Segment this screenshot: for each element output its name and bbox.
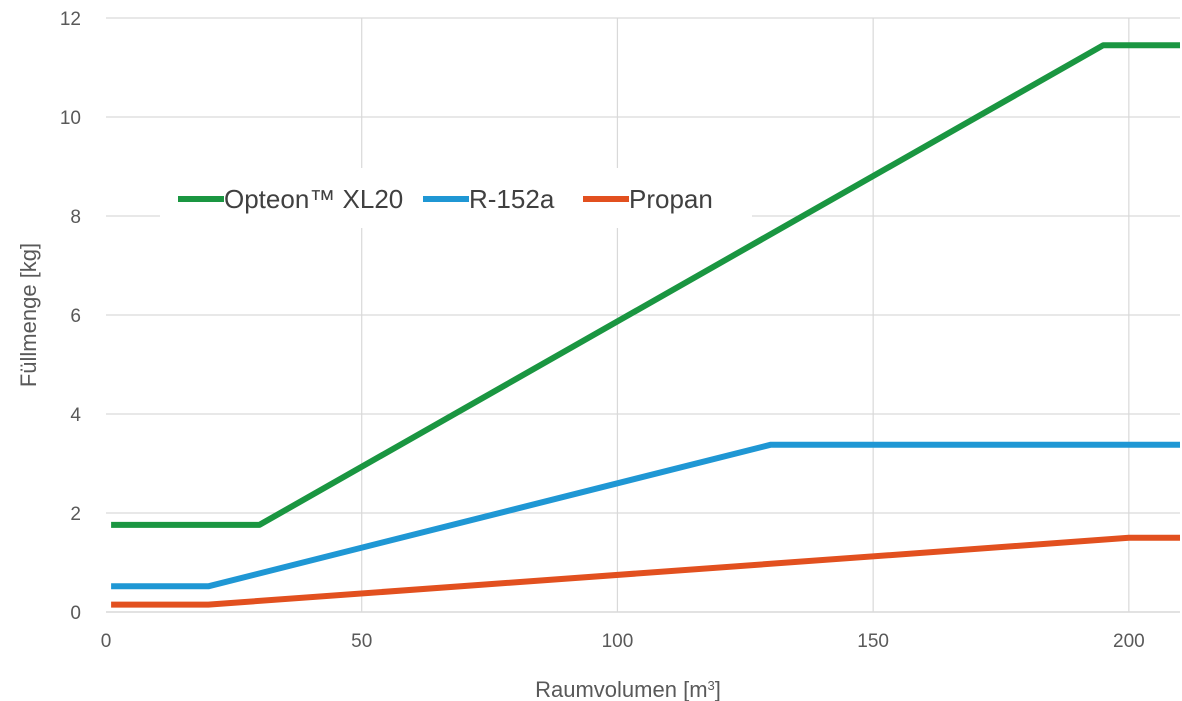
series-lines (111, 42, 1180, 608)
x-tick-label: 200 (1113, 631, 1145, 652)
x-tick-label: 50 (351, 631, 372, 652)
x-axis-title-superscript: 3 (708, 678, 715, 693)
series-line (111, 534, 1180, 608)
y-tick-label: 8 (70, 207, 81, 228)
legend-label: Opteon™ XL20 (224, 184, 403, 214)
x-axis-title-suffix: ] (715, 677, 721, 701)
x-tick-label: 100 (602, 631, 634, 652)
y-tick-label: 10 (60, 108, 81, 129)
y-tick-label: 0 (70, 603, 81, 624)
x-axis-title: Raumvolumen [m3] (535, 677, 721, 701)
y-tick-label: 4 (70, 405, 81, 426)
y-tick-label: 6 (70, 306, 81, 327)
x-tick-label: 0 (101, 631, 112, 652)
x-tick-label: 150 (857, 631, 889, 652)
series-line (111, 42, 1180, 528)
x-axis-ticks: 0 50 100 150 200 (101, 631, 1145, 652)
y-axis-ticks: 0 2 4 6 8 10 12 (60, 9, 82, 624)
y-tick-label: 2 (70, 504, 81, 525)
legend-label: Propan (629, 184, 713, 214)
y-tick-label: 12 (60, 9, 81, 30)
series-line (111, 441, 1180, 590)
legend: Opteon™ XL20 R-152a Propan (160, 168, 752, 228)
x-axis-title-text: Raumvolumen [m (535, 677, 707, 701)
legend-label: R-152a (469, 184, 555, 214)
y-axis-title: Füllmenge [kg] (16, 243, 41, 387)
